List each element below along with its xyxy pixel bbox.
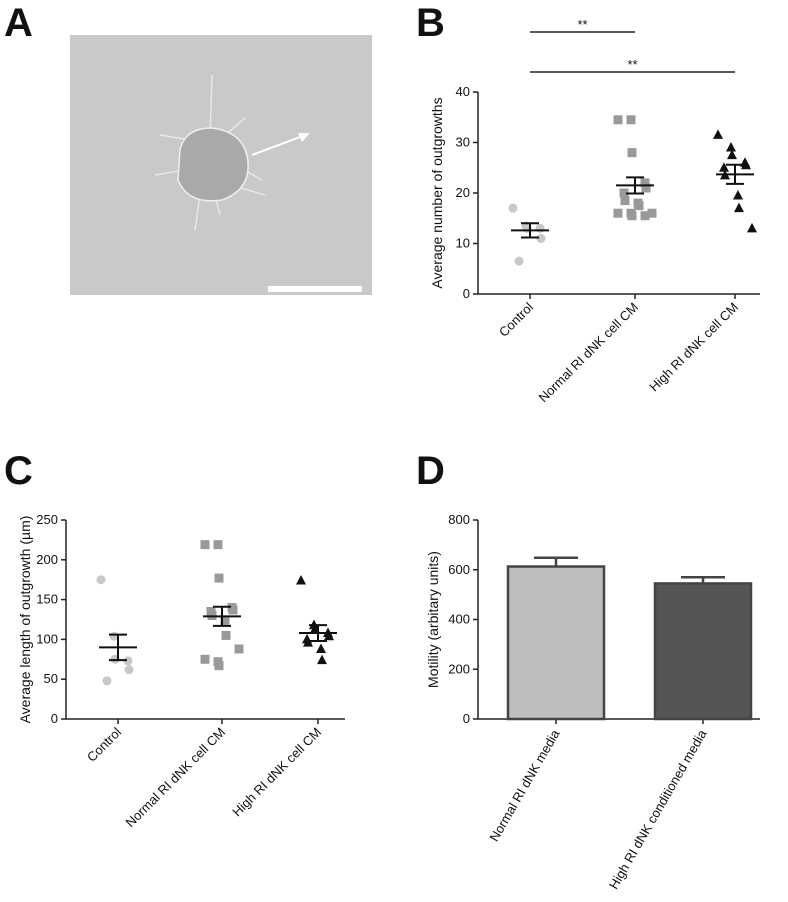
data-point xyxy=(200,540,210,550)
data-point xyxy=(641,183,651,193)
data-point xyxy=(536,233,546,243)
significance-label: ** xyxy=(577,17,587,32)
x-tick-label: High RI dNK cell CM xyxy=(229,725,324,820)
x-tick-label: High RI dNK cell CM xyxy=(646,300,741,395)
bar xyxy=(506,565,606,721)
data-point xyxy=(733,190,743,200)
y-tick-label: 600 xyxy=(448,562,470,577)
y-tick-label: 800 xyxy=(448,512,470,527)
data-point xyxy=(200,654,210,664)
data-point xyxy=(102,676,112,686)
data-point xyxy=(123,656,133,666)
data-point xyxy=(640,211,650,221)
y-axis-label: Motility (arbitary units) xyxy=(425,551,441,688)
error-bar xyxy=(534,556,578,567)
data-point xyxy=(535,223,545,233)
micrograph xyxy=(70,35,372,295)
data-point xyxy=(741,159,751,170)
y-axis-label: Average number of outgrowths xyxy=(429,97,445,288)
data-point xyxy=(234,644,244,654)
data-point xyxy=(640,178,650,188)
data-point xyxy=(214,573,224,583)
error-bar xyxy=(109,633,127,662)
data-point xyxy=(713,129,723,139)
data-point xyxy=(726,142,736,152)
data-point xyxy=(727,149,737,160)
data-point xyxy=(124,665,134,675)
data-point xyxy=(719,162,729,172)
significance-label: ** xyxy=(627,57,637,72)
y-tick-label: 400 xyxy=(448,612,470,627)
data-point xyxy=(296,574,306,585)
data-point xyxy=(514,256,524,266)
error-bar xyxy=(213,605,231,627)
panel-letter: B xyxy=(416,1,445,45)
y-tick-label: 0 xyxy=(463,711,470,726)
data-point xyxy=(317,654,327,665)
y-tick-label: 250 xyxy=(36,512,58,527)
data-point xyxy=(96,575,106,585)
y-tick-label: 20 xyxy=(456,185,470,200)
x-tick-label: Normal RI dNK cell CM xyxy=(536,300,642,406)
error-bar xyxy=(521,222,539,239)
data-point xyxy=(627,211,637,221)
arrow xyxy=(251,136,301,156)
panel-letter: D xyxy=(416,449,445,493)
data-point xyxy=(626,115,636,125)
y-tick-label: 200 xyxy=(448,661,470,676)
y-tick-label: 100 xyxy=(36,631,58,646)
x-tick-label: Control xyxy=(496,299,536,339)
y-tick-label: 200 xyxy=(36,552,58,567)
data-point xyxy=(613,115,623,125)
data-point xyxy=(619,188,629,198)
y-axis-label: Average length of outgrowth (µm) xyxy=(17,516,33,724)
error-bar xyxy=(309,624,327,642)
data-point xyxy=(220,615,230,625)
data-point xyxy=(734,202,744,213)
y-tick-label: 30 xyxy=(456,135,470,150)
x-tick-label: Normal RI dNK cell CM xyxy=(123,725,229,831)
data-point xyxy=(620,196,630,206)
data-point xyxy=(324,630,334,641)
data-point xyxy=(634,201,644,211)
x-tick-label: High RI dNK conditioned media xyxy=(606,726,710,891)
data-point xyxy=(627,148,637,158)
data-point xyxy=(647,208,657,218)
x-tick-label: Control xyxy=(84,724,124,764)
data-point xyxy=(613,208,623,218)
y-tick-label: 50 xyxy=(44,671,58,686)
y-tick-label: 150 xyxy=(36,592,58,607)
arrow-head xyxy=(298,133,310,142)
y-tick-label: 40 xyxy=(456,84,470,99)
error-bar xyxy=(626,176,644,195)
x-tick-label: Normal RI dNK media xyxy=(486,726,563,844)
data-point xyxy=(316,643,326,653)
data-point xyxy=(303,637,313,647)
y-tick-label: 10 xyxy=(456,236,470,251)
scale-bar xyxy=(268,286,362,292)
y-tick-label: 0 xyxy=(463,286,470,301)
panel-letter: A xyxy=(4,1,33,45)
data-point xyxy=(747,222,757,233)
data-point xyxy=(508,203,518,213)
data-point xyxy=(214,661,224,671)
data-point xyxy=(228,605,238,615)
cell-spheroid xyxy=(177,127,249,202)
panel-letter: C xyxy=(4,449,33,493)
y-tick-label: 0 xyxy=(51,711,58,726)
error-bar xyxy=(726,163,744,185)
data-point xyxy=(221,630,231,640)
bar xyxy=(653,582,753,721)
data-point xyxy=(213,540,223,550)
